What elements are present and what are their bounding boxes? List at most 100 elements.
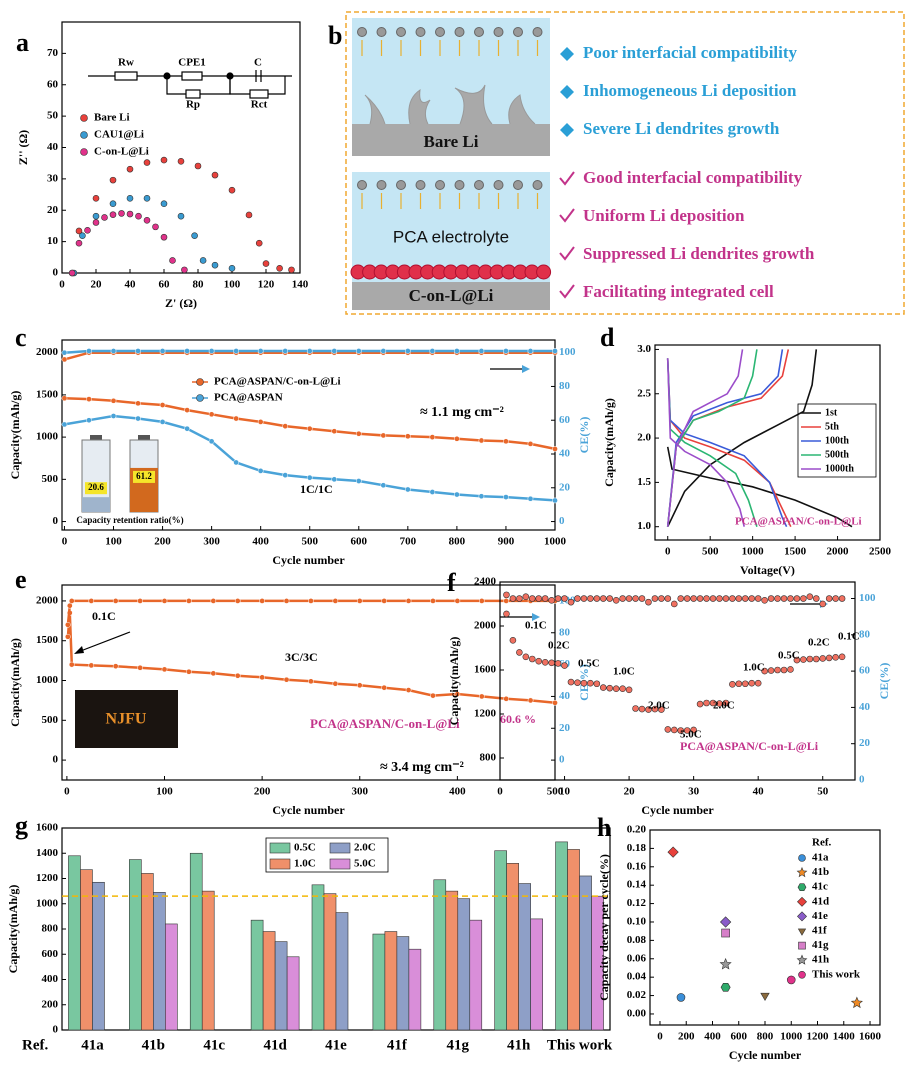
y2-axis-label: CE(%) [577,417,591,454]
point [211,261,219,269]
point [126,165,134,173]
point [110,413,117,419]
ion [454,27,465,37]
y2-tick-label: 100 [859,592,876,604]
point [503,591,510,599]
bar [311,884,325,1031]
point [658,706,665,713]
point [184,425,190,432]
bar [141,873,154,1031]
point [211,171,219,179]
legend-swatch [329,858,351,870]
point [503,695,510,702]
bar [189,852,203,1031]
legend-title: Ref. [812,837,831,849]
ion [493,180,504,190]
point [233,415,239,422]
x-axis-label: Z' (Ω) [165,296,197,310]
legend-label: This work [812,968,861,980]
bar [250,919,264,1031]
y-tick-label: 2.0 [637,432,651,444]
point [503,610,510,618]
point [161,666,168,673]
x-tick-label: This work [547,1037,613,1053]
point [61,349,68,356]
point [404,348,411,354]
plot-frame [499,581,856,781]
point [137,598,143,604]
x-tick-label: 500 [702,546,719,558]
point [832,654,839,661]
point [86,348,92,354]
point [548,597,555,604]
legend-label: Bare Li [94,112,130,124]
x-tick-label: 41b [142,1037,165,1053]
x-tick-label: 41c [203,1037,225,1053]
bar [68,855,81,1031]
x-tick-label: 400 [704,1031,721,1043]
x-tick-label: 0 [497,786,503,798]
point [838,595,846,602]
point [638,705,646,713]
point [332,680,339,687]
point [587,679,594,687]
point [786,975,796,985]
benefit: Facilitating integrated cell [583,282,774,301]
point [651,595,659,602]
legend-swatch [80,148,88,156]
y-tick-label: 2000 [36,346,59,358]
point [793,595,801,602]
panel-label: c [15,323,27,352]
point [516,649,523,656]
x-tick-label: 0 [59,279,65,291]
y2-tick-label: 40 [559,448,571,460]
ion [415,180,426,190]
point [184,348,190,354]
point [161,598,168,604]
point [109,200,117,207]
point [283,598,290,604]
legend-label: C-on-L@Li [94,146,149,158]
y-axis-label: Capacity(mAh/g) [447,637,461,726]
point [234,672,241,679]
point [429,348,436,354]
bar [457,898,471,1031]
x-tick-label: 500 [547,786,564,798]
bar [153,892,166,1031]
point [306,425,313,432]
legend-label: PCA@ASPAN [214,392,283,404]
point [509,595,517,602]
y2-tick-label: 20 [559,722,571,734]
point [527,348,534,354]
point [754,595,762,602]
point [66,602,73,609]
point [780,666,788,674]
y-axis-label: Capacity decay per cycle(%) [597,854,611,1001]
y-tick-label: 0.16 [627,860,647,872]
legend-label: 41a [812,852,829,864]
point [245,211,253,219]
annotation: ≈ 1.1 mg cm⁻² [420,405,504,420]
point [658,595,665,602]
point [522,653,530,661]
point [767,667,775,674]
ion [532,180,543,190]
bar [408,948,422,1031]
x-axis-label: Cycle number [641,803,714,817]
bar [286,956,300,1031]
x-tick-label: 400 [449,786,466,798]
bar [80,869,93,1031]
legend-label: CAU1@Li [94,129,144,141]
point [561,662,568,669]
legend-label: 41e [812,910,828,922]
y-tick-label: 800 [480,752,497,764]
point [118,210,125,217]
arrow [74,631,131,654]
point [580,679,588,687]
y2-tick-label: 100 [559,346,576,358]
x-tick-label: 200 [154,536,171,548]
legend-swatch [196,378,204,386]
annotation: C [254,57,262,69]
x-tick-label: 400 [252,536,269,548]
point [800,656,807,663]
